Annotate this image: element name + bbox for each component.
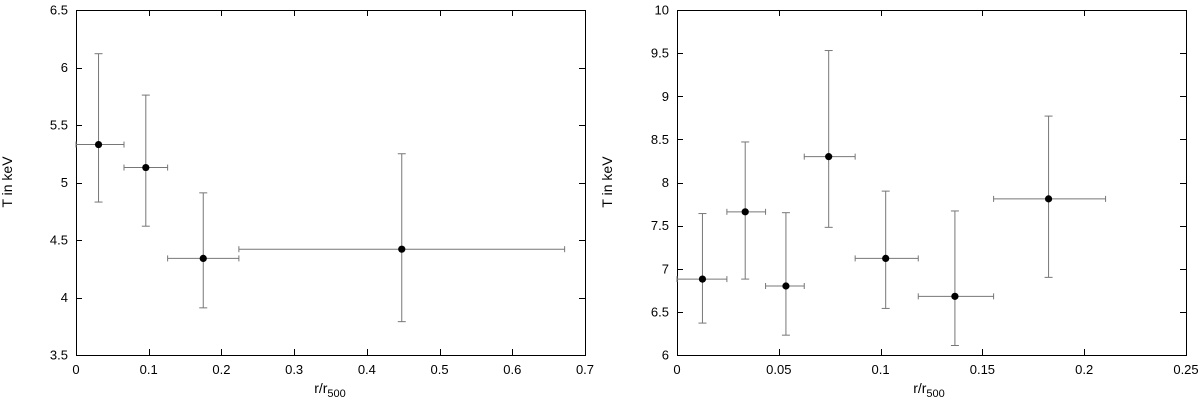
y-tick-label: 10 (655, 3, 669, 18)
y-tick-label: 4.5 (50, 233, 68, 248)
y-tick-label: 7 (662, 261, 669, 276)
data-point (741, 208, 749, 216)
data-point (825, 153, 833, 161)
x-tick-label: 0 (673, 362, 680, 377)
data-point-group (123, 94, 169, 227)
x-tick-label: 0.1 (872, 362, 890, 377)
y-tick-label: 6 (61, 60, 68, 75)
y-tick-label: 9.5 (651, 46, 669, 61)
x-tick-label: 0.15 (970, 362, 995, 377)
data-point-group (917, 210, 995, 347)
data-point-group (167, 192, 240, 309)
y-tick-label: 7.5 (651, 218, 669, 233)
y-tick-label: 5 (61, 175, 68, 190)
y-tick-label: 8.5 (651, 132, 669, 147)
data-point (1044, 195, 1053, 203)
x-tick-label: 0.6 (503, 362, 521, 377)
x-tick-label: 0.2 (212, 362, 230, 377)
data-point-group (854, 190, 919, 309)
x-tick-label: 0 (72, 362, 79, 377)
y-tick-label: 3.5 (50, 348, 68, 363)
chart-left: 0 0.1 0.2 0.3 0.4 0.5 0.6 0.7 3.5 4 4.5 5 5.5 6 6.5 T i… (0, 3, 594, 401)
data-point (94, 140, 103, 149)
plot-frame (76, 10, 586, 356)
data-point (199, 254, 207, 262)
x-axis-label: r/r500 (913, 380, 945, 400)
data-point (698, 275, 707, 283)
data-point (782, 282, 790, 290)
y-tick-label: 5.5 (50, 118, 68, 133)
x-tick-label: 0.2 (1075, 362, 1093, 377)
y-axis-label: T in keV (599, 156, 615, 208)
x-tick-label: 0.4 (358, 362, 376, 377)
data-point-group (676, 213, 728, 324)
data-point-group (238, 153, 566, 323)
y-tick-label: 6.5 (50, 3, 68, 18)
x-tick-label: 0.25 (1173, 362, 1198, 377)
data-point-group (75, 53, 125, 203)
x-tick-label: 0.05 (766, 362, 791, 377)
x-axis-label: r/r500 (314, 380, 346, 400)
y-tick-label: 6 (662, 348, 669, 363)
x-tick-label: 0.7 (576, 362, 594, 377)
x-tick-label: 0.5 (431, 362, 449, 377)
data-point-group (993, 115, 1107, 278)
y-axis-label: T in keV (0, 156, 15, 208)
x-tick-label: 0.1 (140, 362, 158, 377)
data-point-group (765, 212, 805, 336)
y-tick-label: 4 (61, 290, 68, 305)
data-point-group (803, 50, 856, 228)
data-point (398, 245, 406, 253)
y-tick-label: 8 (662, 175, 669, 190)
plot-frame (677, 10, 1187, 356)
data-point-group (726, 141, 767, 280)
y-tick-label: 9 (662, 89, 669, 104)
data-point (951, 292, 959, 300)
data-point (882, 254, 890, 262)
data-point (142, 163, 150, 172)
x-tick-label: 0.3 (285, 362, 303, 377)
y-tick-label: 6.5 (651, 304, 669, 319)
chart-right: 0 0.05 0.1 0.15 0.2 0.25 6 6.5 7 7.5 8 8.5 9 9.5 10 T i… (599, 3, 1199, 401)
